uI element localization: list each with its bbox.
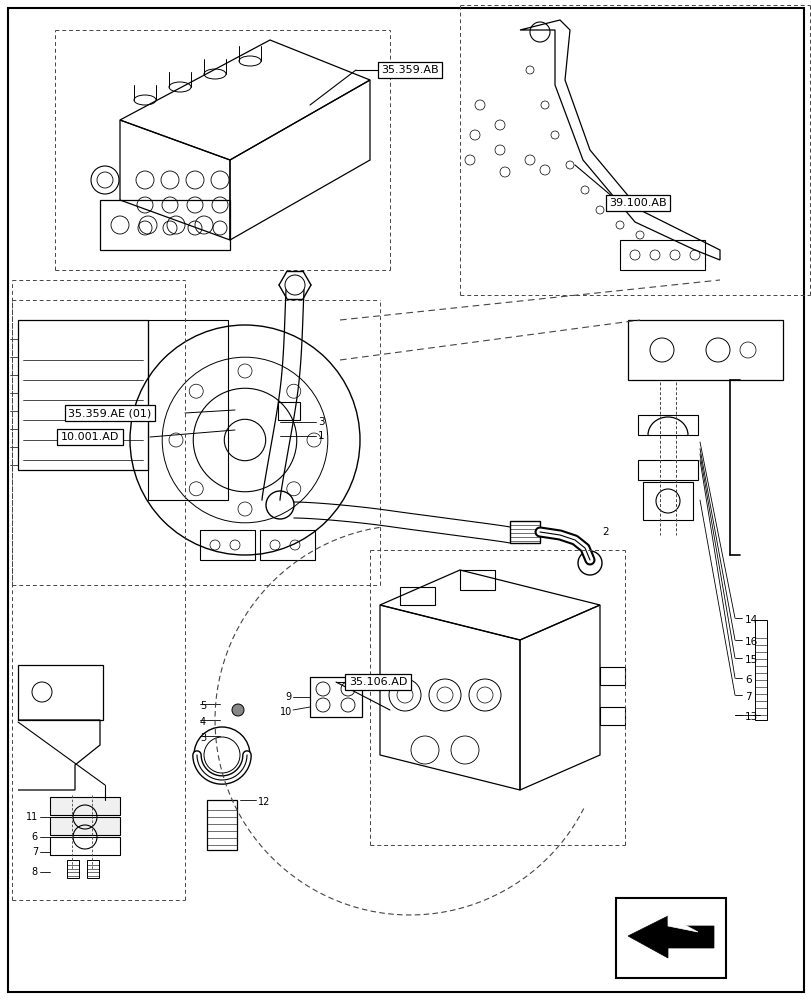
Bar bbox=[67, 860, 79, 878]
Bar bbox=[148, 320, 228, 500]
Text: 3: 3 bbox=[318, 417, 324, 427]
Text: 35.106.AD: 35.106.AD bbox=[349, 677, 406, 687]
Bar bbox=[599, 667, 624, 685]
Bar bbox=[310, 677, 362, 717]
Bar bbox=[50, 797, 120, 815]
Text: 16: 16 bbox=[744, 637, 757, 647]
Text: 10.001.AD: 10.001.AD bbox=[61, 432, 119, 442]
Bar bbox=[509, 521, 539, 543]
Text: 3: 3 bbox=[200, 733, 206, 743]
Text: 35.359.AB: 35.359.AB bbox=[380, 65, 438, 75]
Bar bbox=[400, 587, 435, 605]
Text: 35.359.AE (01): 35.359.AE (01) bbox=[68, 408, 152, 418]
Bar bbox=[637, 460, 697, 480]
Bar bbox=[18, 665, 103, 720]
Polygon shape bbox=[667, 916, 697, 932]
Text: 14: 14 bbox=[744, 615, 757, 625]
Text: 7: 7 bbox=[32, 847, 38, 857]
Text: 39.100.AB: 39.100.AB bbox=[608, 198, 666, 208]
Text: 11: 11 bbox=[26, 812, 38, 822]
Text: 15: 15 bbox=[744, 655, 757, 665]
Text: 9: 9 bbox=[285, 692, 292, 702]
Bar bbox=[87, 860, 99, 878]
Text: 5: 5 bbox=[200, 701, 206, 711]
Circle shape bbox=[232, 704, 243, 716]
Text: 8: 8 bbox=[32, 867, 38, 877]
Bar bbox=[637, 415, 697, 435]
Bar bbox=[616, 898, 725, 978]
Text: 10: 10 bbox=[280, 707, 292, 717]
Bar bbox=[260, 530, 315, 560]
Bar bbox=[620, 240, 704, 270]
Bar bbox=[277, 402, 299, 420]
Bar bbox=[627, 320, 782, 380]
Bar bbox=[460, 570, 495, 590]
Text: 6: 6 bbox=[32, 832, 38, 842]
Text: 6: 6 bbox=[744, 675, 751, 685]
Bar bbox=[50, 817, 120, 835]
Polygon shape bbox=[627, 916, 713, 958]
Text: 2: 2 bbox=[601, 527, 608, 537]
Text: 1: 1 bbox=[318, 431, 324, 441]
Bar bbox=[642, 482, 692, 520]
Bar bbox=[50, 837, 120, 855]
Bar bbox=[599, 707, 624, 725]
Bar bbox=[754, 620, 766, 720]
Bar bbox=[200, 530, 255, 560]
Text: 4: 4 bbox=[200, 717, 206, 727]
Bar bbox=[207, 800, 237, 850]
Text: 13: 13 bbox=[744, 712, 757, 722]
Bar bbox=[18, 320, 148, 470]
Text: 12: 12 bbox=[258, 797, 270, 807]
Text: 7: 7 bbox=[744, 692, 751, 702]
